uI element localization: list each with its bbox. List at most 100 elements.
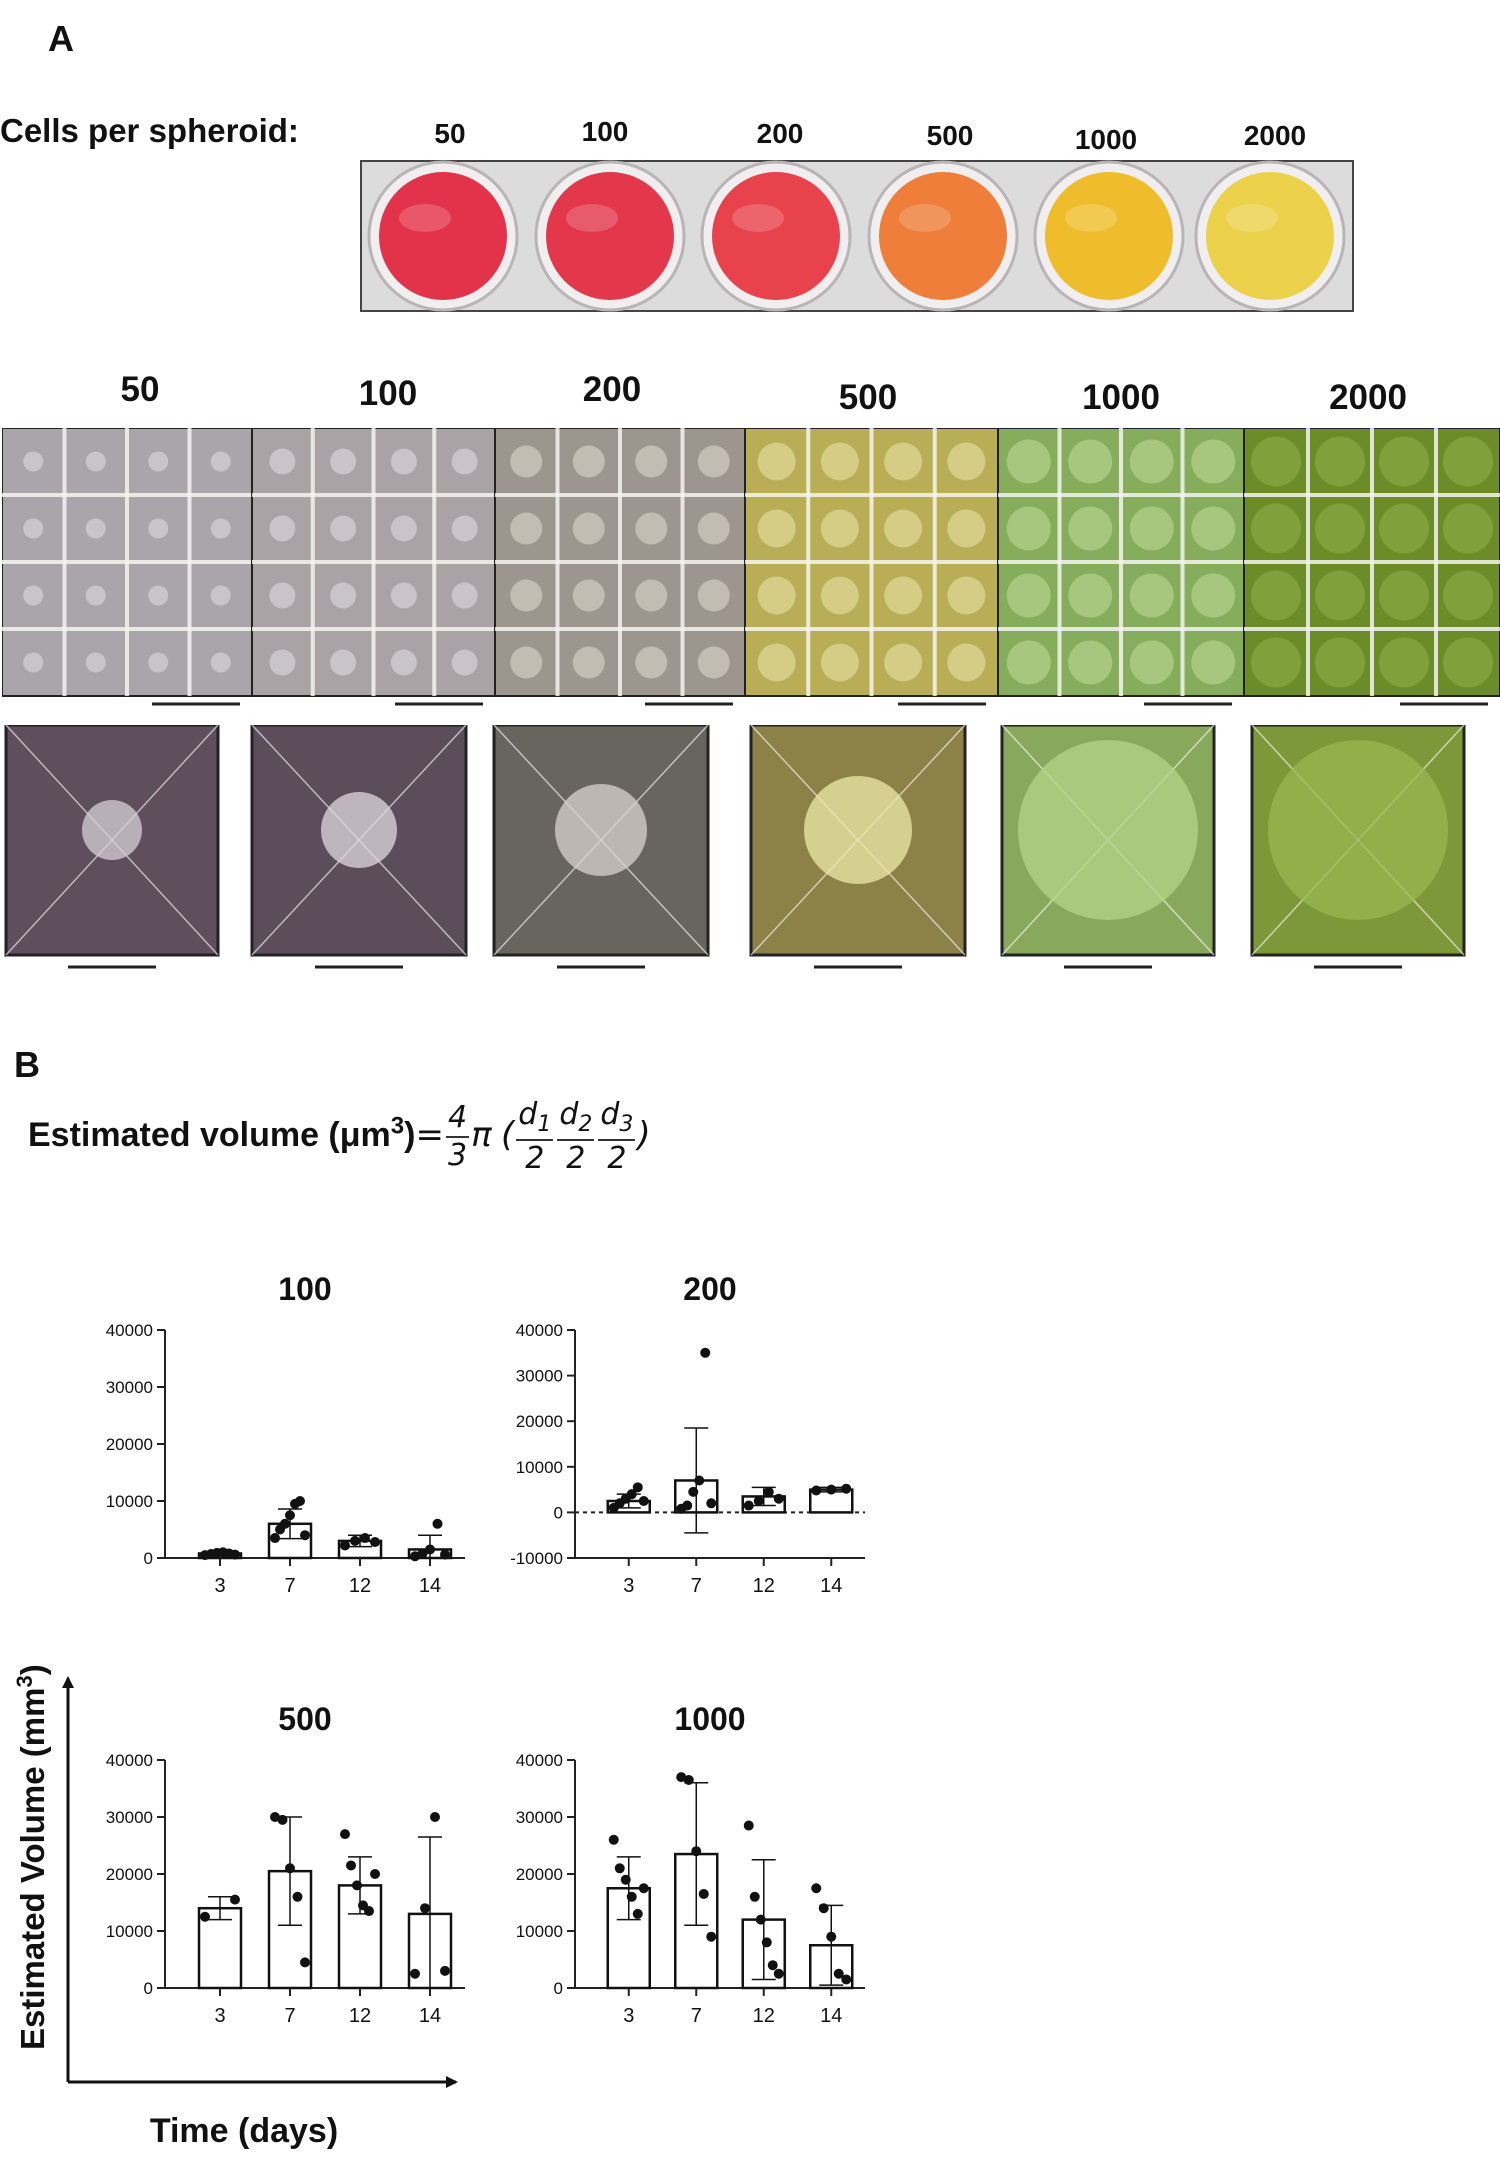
spheroid [390,649,417,676]
spheroid [1068,439,1113,484]
data-point [430,1812,440,1822]
x-tick-label: 12 [349,1575,371,1597]
y-tick-label: 40000 [516,1321,563,1340]
data-point [300,1530,310,1541]
y-tick-label: 20000 [106,1435,153,1454]
data-point [352,1880,362,1891]
x-tick-label: 3 [214,1575,225,1597]
y-tick-label: 30000 [106,1378,153,1397]
spheroid [572,579,605,612]
data-point [364,1906,374,1917]
data-point [432,1518,443,1529]
y-tick-label: 0 [554,1979,563,1998]
data-point [440,1965,450,1976]
data-point [350,1535,360,1546]
spheroid [572,445,605,478]
x-tick-label: 14 [419,1575,441,1597]
x-tick-label: 12 [753,2005,775,2027]
formula-eq: = [415,1114,444,1155]
spheroid [820,509,859,548]
spheroid [1251,570,1301,621]
spheroid [451,649,478,676]
data-point [773,1493,784,1504]
x-tick-label: 14 [419,2005,441,2027]
well-label: 50 [434,118,466,149]
panel-a-letter: A [48,18,74,59]
spheroid [23,518,44,539]
micro-label: 2000 [1329,378,1407,417]
y-tick-label: 20000 [106,1865,153,1884]
spheroid [390,582,417,609]
y-tick-label: 30000 [516,1367,563,1386]
spheroid [884,442,923,481]
data-point [614,1863,625,1874]
well-highlight [1226,204,1278,232]
data-point [410,1968,420,1979]
y-tick-label: 0 [144,1979,153,1998]
spheroid [947,509,986,548]
data-point [270,1812,280,1822]
data-point [826,1484,837,1495]
data-point [425,1544,435,1555]
data-point [608,1834,619,1845]
x-tick-label: 7 [691,2005,702,2027]
spheroid [1443,570,1493,621]
micro-label: 500 [838,378,898,417]
cells-per-spheroid-label: Cells per spheroid: [0,112,299,149]
data-point [841,1974,852,1985]
spheroid [1191,573,1236,618]
spheroid [757,509,796,548]
x-tick-label: 3 [214,2005,225,2027]
spheroid [804,776,912,884]
data-point [749,1891,760,1902]
data-point [698,1888,709,1899]
data-point [638,1496,649,1506]
spheroid [1129,640,1174,685]
micro-panel [251,428,496,706]
spheroid [1315,570,1365,621]
data-point [370,1537,380,1548]
spheroid [85,585,106,606]
well-highlight [399,204,451,232]
data-point [346,1860,356,1871]
spheroid [23,652,44,673]
fraction-d2: d2 2 [557,1097,595,1176]
closeup-panel [1000,725,1216,969]
spheroid [210,518,231,539]
y-tick-label: 0 [554,1503,563,1522]
well [546,172,674,300]
spheroid [635,646,668,679]
micro-label: 200 [582,370,642,409]
spheroid [884,576,923,615]
spheroid [1443,436,1493,487]
well [712,172,840,300]
spheroid [947,643,986,682]
wells-group [367,160,1346,312]
spheroid [23,451,44,472]
spheroid [451,582,478,609]
well-plate-photo [360,160,1354,312]
data-point [682,1500,693,1511]
data-point [410,1551,420,1562]
data-point [420,1903,430,1914]
data-point [691,1846,702,1857]
spheroid [210,451,231,472]
data-point [676,1772,687,1783]
well [879,172,1007,300]
spheroid [572,512,605,545]
data-point [440,1549,450,1560]
spheroid [1018,740,1198,920]
data-point [743,1500,754,1511]
well-label: 1000 [1074,124,1138,155]
spheroid [148,585,169,606]
well-highlight [1065,204,1117,232]
closeup-panel [749,725,967,969]
x-tick-label: 12 [349,2005,371,2027]
spheroid [148,518,169,539]
data-point [763,1486,774,1497]
data-point [761,1937,772,1948]
data-point [626,1891,637,1902]
closeup-panel [1250,725,1466,969]
spheroid [1379,637,1429,688]
